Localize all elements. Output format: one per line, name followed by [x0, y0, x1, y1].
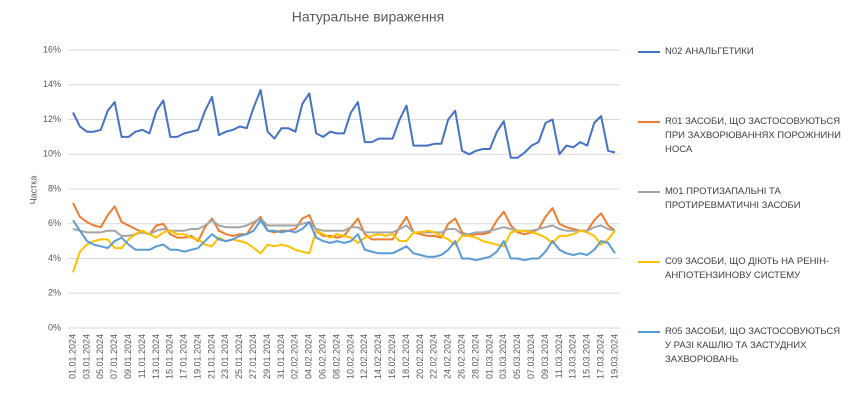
x-tick-label: 03.01.2024 [81, 334, 91, 379]
x-tick-label: 18.02.2024 [401, 334, 411, 379]
x-tick-label: 15.01.2024 [165, 334, 175, 379]
y-tick-label: 6% [48, 218, 61, 228]
x-tick-label: 07.03.2024 [526, 334, 536, 379]
y-tick-label: 4% [48, 253, 61, 263]
x-tick-label: 11.03.2024 [554, 334, 564, 378]
legend-swatch [638, 121, 660, 123]
x-tick-label: 17.01.2024 [179, 334, 189, 379]
x-tick-label: 16.02.2024 [387, 334, 397, 379]
legend-swatch [638, 261, 660, 263]
x-tick-label: 09.01.2024 [123, 334, 133, 379]
x-tick-label: 09.03.2024 [540, 334, 550, 379]
legend-label: M01 ПРОТИЗАПАЛЬНІ ТА ПРОТИРЕВМАТИЧНІ ЗАС… [665, 186, 801, 211]
x-tick-label: 13.01.2024 [151, 334, 161, 379]
y-tick-label: 14% [43, 79, 61, 89]
x-tick-label: 11.01.2024 [137, 334, 147, 378]
y-tick-label: 16% [43, 44, 61, 54]
x-tick-label: 21.01.2024 [206, 334, 216, 379]
x-tick-label: 24.02.2024 [443, 334, 453, 379]
x-tick-label: 26.02.2024 [457, 334, 467, 379]
x-tick-label: 10.02.2024 [345, 334, 355, 379]
x-tick-label: 25.01.2024 [234, 334, 244, 379]
series-line [72, 89, 616, 159]
y-tick-label: 12% [43, 114, 61, 124]
x-tick-label: 05.01.2024 [95, 334, 105, 379]
x-tick-label: 06.02.2024 [318, 334, 328, 379]
legend-swatch [638, 331, 660, 333]
legend-swatch [638, 51, 660, 53]
x-tick-label: 07.01.2024 [109, 334, 119, 379]
y-axis-label: Частка [28, 176, 38, 205]
x-tick-label: 15.03.2024 [582, 334, 592, 379]
x-tick-label: 31.01.2024 [276, 334, 286, 379]
x-tick-label: 08.02.2024 [331, 334, 341, 379]
x-tick-label: 17.03.2024 [595, 334, 605, 379]
x-tick-label: 12.02.2024 [359, 334, 369, 379]
x-tick-label: 03.03.2024 [498, 334, 508, 379]
x-tick-label: 20.02.2024 [415, 334, 425, 379]
legend-swatch [638, 191, 660, 193]
x-tick-label: 13.03.2024 [568, 334, 578, 379]
x-tick-label: 04.02.2024 [304, 334, 314, 379]
x-tick-label: 19.01.2024 [192, 334, 202, 379]
series-line [72, 229, 616, 273]
legend-label: R01 ЗАСОБИ, ЩО ЗАСТОСОВУЮТЬСЯ ПРИ ЗАХВОР… [665, 116, 841, 155]
chart-title: Натуральне вираження [292, 9, 444, 25]
y-tick-label: 8% [48, 183, 61, 193]
x-tick-label: 28.02.2024 [470, 334, 480, 379]
x-tick-label: 23.01.2024 [220, 334, 230, 379]
x-tick-label: 05.03.2024 [512, 334, 522, 379]
x-tick-label: 01.01.2024 [67, 334, 77, 379]
y-tick-label: 2% [48, 288, 61, 298]
x-tick-label: 02.02.2024 [290, 334, 300, 379]
x-tick-label: 29.01.2024 [262, 334, 272, 379]
x-tick-label: 19.03.2024 [609, 334, 619, 379]
legend-label: N02 АНАЛЬГЕТИКИ [665, 46, 754, 57]
y-tick-label: 10% [43, 149, 61, 159]
series-line [72, 219, 616, 262]
legend-label: C09 ЗАСОБИ, ЩО ДІЮТЬ НА РЕНІН-АНГІОТЕНЗИ… [665, 256, 830, 281]
y-tick-label: 0% [48, 322, 61, 332]
x-tick-label: 14.02.2024 [373, 334, 383, 379]
x-tick-label: 01.03.2024 [484, 334, 494, 379]
x-tick-label: 22.02.2024 [429, 334, 439, 379]
x-tick-label: 27.01.2024 [248, 334, 258, 379]
legend-label: R05 ЗАСОБИ, ЩО ЗАСТОСОВУЮТЬСЯ У РАЗІ КАШ… [665, 326, 841, 365]
